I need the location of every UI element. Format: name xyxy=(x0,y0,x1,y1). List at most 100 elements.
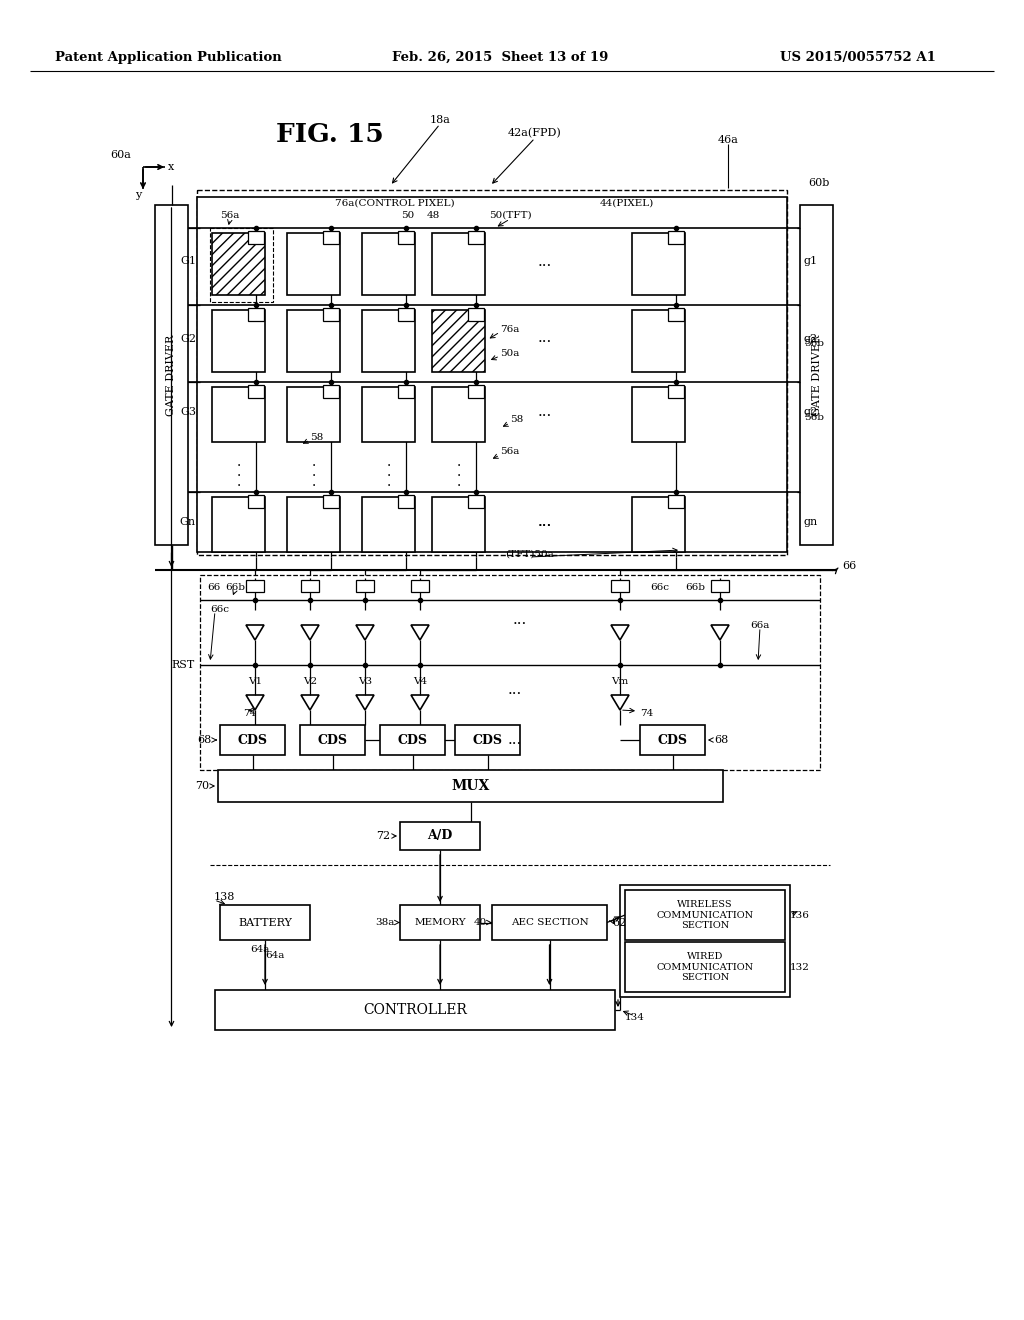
Text: g1: g1 xyxy=(804,256,818,267)
Text: ...: ... xyxy=(508,733,522,747)
Text: .: . xyxy=(387,455,391,469)
Text: 66c: 66c xyxy=(210,606,229,615)
Text: x: x xyxy=(168,162,174,172)
Text: RST: RST xyxy=(172,660,195,671)
Text: WIRELESS
COMMUNICATION
SECTION: WIRELESS COMMUNICATION SECTION xyxy=(656,900,754,929)
Text: GATE DRIVER: GATE DRIVER xyxy=(811,334,821,416)
Text: g2: g2 xyxy=(804,407,818,417)
Bar xyxy=(432,310,485,372)
Text: CONTROLLER: CONTROLLER xyxy=(364,1003,467,1016)
Bar xyxy=(248,495,264,508)
Text: Feb. 26, 2015  Sheet 13 of 19: Feb. 26, 2015 Sheet 13 of 19 xyxy=(392,50,608,63)
Text: 76a(CONTROL PIXEL): 76a(CONTROL PIXEL) xyxy=(335,198,455,207)
Bar xyxy=(468,231,484,244)
Text: CDS: CDS xyxy=(657,734,687,747)
Bar xyxy=(220,725,285,755)
Text: ...: ... xyxy=(513,612,527,627)
Bar xyxy=(287,234,340,294)
Text: G3: G3 xyxy=(180,407,196,417)
Bar xyxy=(668,495,684,508)
Text: Gn: Gn xyxy=(180,517,196,527)
Text: .: . xyxy=(457,475,461,488)
Bar xyxy=(248,308,264,321)
Text: 56a: 56a xyxy=(500,447,519,457)
Text: ...: ... xyxy=(508,682,522,697)
Bar xyxy=(323,385,339,399)
Bar xyxy=(323,231,339,244)
Text: 134: 134 xyxy=(625,1014,645,1023)
Bar xyxy=(197,190,787,554)
Text: 66: 66 xyxy=(208,582,220,591)
Text: .: . xyxy=(457,465,461,479)
Bar xyxy=(432,234,485,294)
Bar xyxy=(218,770,723,803)
Bar xyxy=(625,890,785,940)
Bar xyxy=(668,385,684,399)
Text: MEMORY: MEMORY xyxy=(414,917,466,927)
Text: 66b: 66b xyxy=(685,582,705,591)
Bar xyxy=(323,308,339,321)
Text: V1: V1 xyxy=(248,677,262,686)
Text: CDS: CDS xyxy=(472,734,503,747)
Bar xyxy=(323,495,339,508)
Text: Vm: Vm xyxy=(611,677,629,686)
Bar xyxy=(398,495,414,508)
Bar xyxy=(398,308,414,321)
Text: 72: 72 xyxy=(376,832,390,841)
Text: 58: 58 xyxy=(510,416,523,425)
Bar xyxy=(432,387,485,442)
Bar xyxy=(362,310,415,372)
Bar xyxy=(362,498,415,552)
Bar xyxy=(668,231,684,244)
Bar xyxy=(668,308,684,321)
Text: 38a: 38a xyxy=(376,917,395,927)
Text: 48: 48 xyxy=(426,210,439,219)
Bar xyxy=(212,498,265,552)
Text: AEC SECTION: AEC SECTION xyxy=(511,917,589,927)
Bar xyxy=(210,228,273,302)
Text: .: . xyxy=(457,455,461,469)
Text: (TFT)50a: (TFT)50a xyxy=(506,549,554,558)
Text: ...: ... xyxy=(538,515,552,529)
Text: 74: 74 xyxy=(640,709,653,718)
Text: 66a: 66a xyxy=(751,620,770,630)
Text: .: . xyxy=(387,475,391,488)
Bar xyxy=(155,205,188,545)
Bar xyxy=(468,308,484,321)
Bar xyxy=(220,906,310,940)
Bar xyxy=(632,498,685,552)
Text: .: . xyxy=(387,465,391,479)
Bar xyxy=(455,725,520,755)
Text: 68: 68 xyxy=(198,735,212,744)
Text: 64a: 64a xyxy=(250,945,269,954)
Bar xyxy=(468,385,484,399)
Text: .: . xyxy=(237,465,241,479)
Text: V2: V2 xyxy=(303,677,317,686)
Text: 74: 74 xyxy=(243,709,256,718)
Text: .: . xyxy=(312,475,316,488)
Bar xyxy=(380,725,445,755)
Text: BATTERY: BATTERY xyxy=(238,917,292,928)
Text: 68: 68 xyxy=(714,735,728,744)
Text: 44(PIXEL): 44(PIXEL) xyxy=(600,198,654,207)
Bar xyxy=(632,310,685,372)
Text: 50: 50 xyxy=(401,210,415,219)
Bar xyxy=(300,725,365,755)
Text: 66: 66 xyxy=(842,561,856,572)
Bar xyxy=(301,579,319,591)
Bar xyxy=(398,231,414,244)
Bar xyxy=(248,231,264,244)
Text: A/D: A/D xyxy=(427,829,453,842)
Text: 132: 132 xyxy=(790,962,810,972)
Bar xyxy=(411,579,429,591)
Bar xyxy=(246,579,264,591)
Bar xyxy=(632,234,685,294)
Text: 56b: 56b xyxy=(804,412,824,421)
Text: V3: V3 xyxy=(358,677,372,686)
Text: 76a: 76a xyxy=(500,326,519,334)
Text: 60b: 60b xyxy=(808,178,829,187)
Bar xyxy=(468,495,484,508)
Text: CDS: CDS xyxy=(238,734,267,747)
Bar xyxy=(215,990,615,1030)
Bar xyxy=(212,387,265,442)
